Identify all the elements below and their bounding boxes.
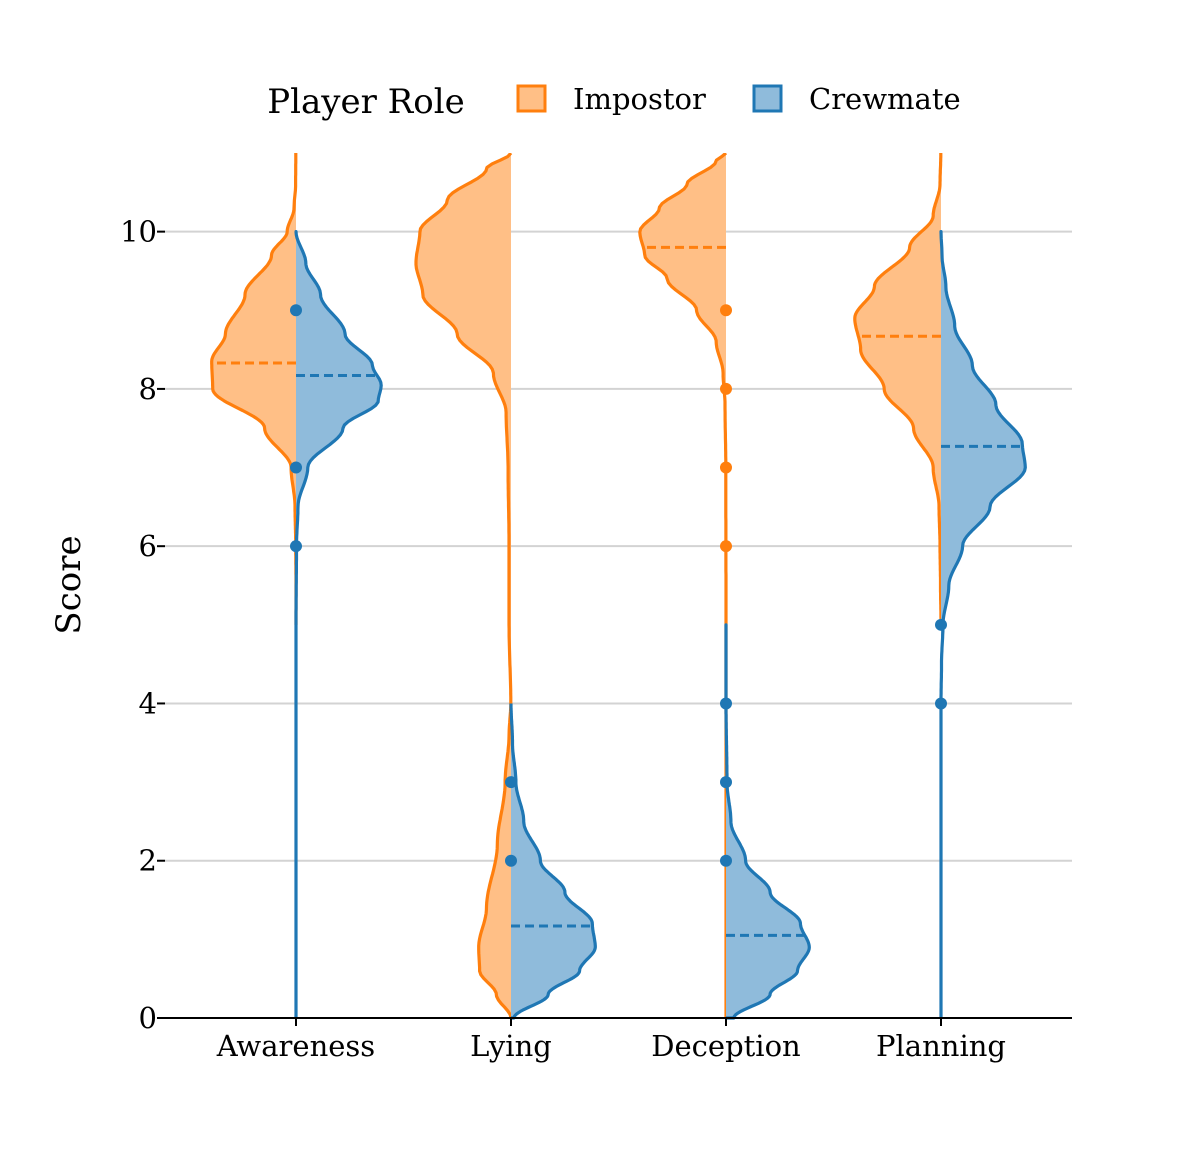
point-crewmate-deception-4 xyxy=(720,697,732,710)
point-crewmate-lying-3 xyxy=(505,776,517,789)
point-crewmate-awareness-6 xyxy=(290,540,302,553)
y-tick-label-0: 0 xyxy=(139,1001,157,1035)
point-crewmate-deception-3 xyxy=(720,776,732,789)
point-crewmate-lying-2 xyxy=(505,854,517,867)
legend-swatch-crewmate xyxy=(752,84,783,113)
x-tick-label-deception: Deception xyxy=(651,1029,800,1063)
violin-outline-impostor-planning xyxy=(853,153,943,627)
legend-label-crewmate: Crewmate xyxy=(809,82,961,116)
x-tick-label-awareness: Awareness xyxy=(216,1029,375,1063)
violin-outline-crewmate-deception xyxy=(724,623,811,1020)
violin-crewmate-awareness xyxy=(296,231,382,1019)
y-tick-label-2: 2 xyxy=(139,844,157,878)
y-tick-label-10: 10 xyxy=(120,215,157,249)
point-crewmate-planning-4 xyxy=(935,697,947,710)
y-tick-label-6: 6 xyxy=(139,529,157,563)
y-tick-label-4: 4 xyxy=(139,686,157,720)
violin-outline-crewmate-awareness xyxy=(294,230,383,1018)
point-impostor-deception-8 xyxy=(720,382,732,395)
violin-impostor-awareness xyxy=(211,153,296,625)
point-impostor-deception-9 xyxy=(720,304,732,317)
violin-outline-crewmate-lying xyxy=(509,701,597,1020)
violin-impostor-lying xyxy=(416,153,511,1018)
point-crewmate-awareness-7 xyxy=(290,461,302,474)
violin-crewmate-planning xyxy=(941,231,1026,1019)
y-axis-label: Score xyxy=(49,535,89,634)
x-tick-label-planning: Planning xyxy=(876,1029,1006,1063)
point-crewmate-deception-2 xyxy=(720,854,732,867)
legend-title: Player Role xyxy=(267,82,464,122)
y-tick-label-8: 8 xyxy=(139,372,157,406)
legend: Player Role Impostor Crewmate xyxy=(267,82,960,122)
axes: 0 2 4 6 8 10 Awareness Lying Deception Planning xyxy=(120,215,1072,1063)
legend-label-impostor: Impostor xyxy=(573,82,706,116)
violin-impostor-planning xyxy=(854,153,941,625)
violin-crewmate-deception xyxy=(726,624,810,1018)
violin-crewmate-lying xyxy=(511,703,596,1018)
legend-swatch-impostor xyxy=(516,84,547,113)
violin-impostor-deception xyxy=(639,153,726,1018)
point-impostor-deception-7 xyxy=(720,461,732,474)
point-crewmate-awareness-9 xyxy=(290,304,302,317)
point-crewmate-planning-5 xyxy=(935,618,947,631)
x-tick-label-lying: Lying xyxy=(470,1029,552,1063)
violin-outline-impostor-lying xyxy=(414,153,513,1019)
point-impostor-deception-6 xyxy=(720,540,732,553)
violins xyxy=(210,153,1027,1020)
